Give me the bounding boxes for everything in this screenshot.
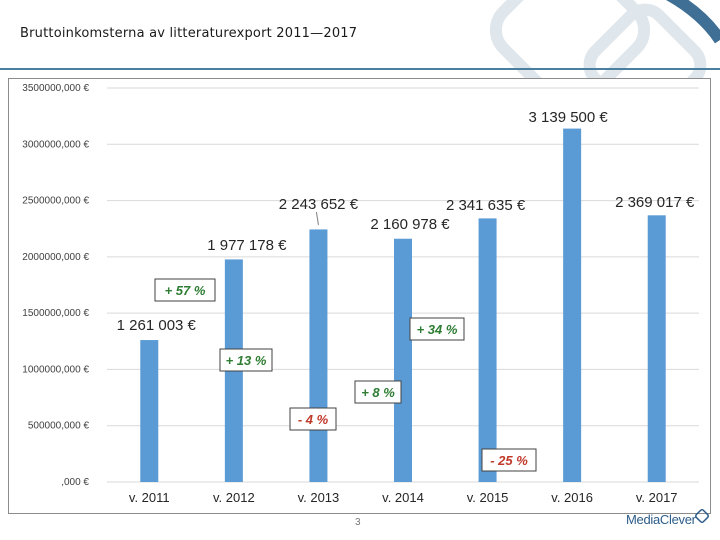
company-logo-text: MediaClever [626,512,696,527]
bar [478,218,497,482]
data-label: 2 243 652 € [279,196,359,213]
data-label: 2 369 017 € [615,194,695,211]
bar [309,229,328,482]
change-badge-box [409,317,465,341]
data-label: 2 160 978 € [370,216,450,233]
x-tick-label: v. 2011 [129,490,170,505]
change-badge-label: + 13 % [226,353,267,368]
leader-line [315,211,319,226]
data-label: 2 341 635 € [446,197,526,214]
y-tick-label: 500000,000 € [28,421,90,432]
x-tick-label: v. 2013 [298,490,340,505]
y-tick-label: 1000000,000 € [22,364,89,375]
data-label: 1 261 003 € [117,317,197,334]
title-underline [0,68,720,70]
bar [647,215,666,482]
data-label: 3 139 500 € [529,109,609,126]
bar-chart: ,000 € 500000,000 € 1000000,000 € 1500000,0… [22,83,699,505]
change-badge-label: + 34 % [417,322,458,337]
change-badge-box [289,407,337,431]
bar [394,238,412,482]
chart-frame: ,000 € 500000,000 € 1000000,000 € 1500000,0… [8,78,711,514]
bar [140,340,159,482]
change-badge-label: - 25 % [490,453,528,468]
change-badge-box [354,380,402,404]
change-badge-label: - 4 % [298,412,329,427]
x-tick-label: v. 2017 [636,490,678,505]
change-badge-box [219,348,273,372]
y-tick-label: 3000000,000 € [22,139,89,150]
data-label: 1 977 178 € [207,237,287,254]
change-badge-box [481,448,537,472]
y-tick-label: 1500000,000 € [22,308,89,319]
x-tick-label: v. 2016 [551,490,593,505]
y-tick-label: 3500000,000 € [22,83,89,94]
x-tick-label: v. 2012 [213,490,255,505]
x-tick-label: v. 2015 [467,490,509,505]
change-badge-label: + 8 % [361,385,395,400]
y-tick-label: ,000 € [61,477,89,488]
change-badge-box [154,278,216,302]
x-tick-label: v. 2014 [382,490,424,505]
y-tick-label: 2500000,000 € [22,196,89,207]
change-badge-label: + 57 % [165,283,206,298]
slide-title: Bruttoinkomsterna av litteraturexport 20… [20,26,358,41]
bar [563,128,582,482]
y-tick-label: 2000000,000 € [22,252,89,263]
page-number: 3 [355,517,361,528]
logo-mark-icon [695,509,709,523]
